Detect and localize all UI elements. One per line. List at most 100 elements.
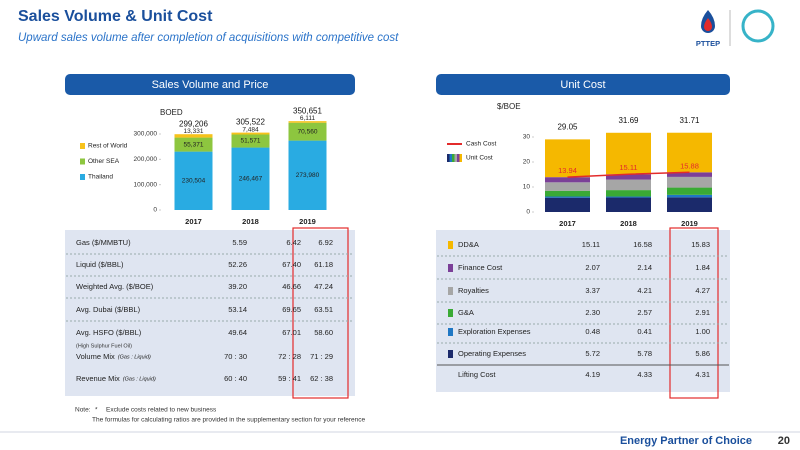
x-tick-label: 2018 [620, 219, 637, 228]
x-tick-label: 2017 [185, 217, 202, 226]
value-label: 51,571 [241, 138, 261, 145]
slide-subtitle: Upward sales volume after completion of … [18, 32, 399, 44]
logo: PTTEP [696, 9, 775, 48]
row-label: Revenue Mix [76, 374, 120, 383]
legend-label: Unit Cost [466, 155, 493, 162]
row-swatch [448, 287, 453, 295]
cell: 67.40 [282, 260, 301, 269]
legend-label: Cash Cost [466, 141, 497, 148]
bar-segment [545, 196, 590, 198]
note-marker: * [95, 407, 98, 414]
note-line: Exclude costs related to new business [106, 407, 217, 414]
value-label: 6,111 [300, 115, 316, 122]
row-swatch [448, 350, 453, 358]
cell: 4.21 [637, 286, 652, 295]
row-swatch [448, 264, 453, 272]
cell: 58.60 [314, 328, 333, 337]
y-tick-label: 10 [523, 184, 531, 191]
bar-segment [545, 139, 590, 178]
x-tick-label: 2019 [299, 217, 316, 226]
row-qualifier: (Gas : Liquid) [118, 354, 151, 360]
slide-title: Sales Volume & Unit Cost [18, 8, 213, 25]
bar-segment [606, 179, 651, 191]
cell: 0.41 [637, 327, 652, 336]
y-tick-label: 0 [526, 209, 530, 216]
cell: 60 : 40 [224, 374, 247, 383]
value-label: 55,371 [184, 141, 204, 148]
panel-title: Unit Cost [560, 79, 605, 91]
legend-swatch [447, 154, 450, 162]
cell: 61.18 [314, 260, 333, 269]
value-label: 246,467 [239, 175, 263, 182]
x-tick-label: 2018 [242, 217, 259, 226]
value-label: 230,504 [182, 178, 206, 185]
bar-segment [545, 182, 590, 191]
legend-label: Thailand [88, 174, 113, 181]
cell: 52.26 [228, 260, 247, 269]
y-tick-label: 20 [523, 159, 531, 166]
y-tick-label: 30 [523, 134, 531, 141]
y-axis-title: BOED [160, 108, 183, 117]
cell: 70 : 30 [224, 352, 247, 361]
total-label: 299,206 [179, 119, 208, 128]
table-background [65, 230, 355, 396]
bar-segment [231, 134, 270, 148]
bar-segment [174, 137, 213, 152]
row-label: Exploration Expenses [458, 327, 531, 336]
cell: 2.57 [637, 308, 652, 317]
y-tick-label: 0 [153, 207, 157, 214]
cell: 5.72 [585, 349, 600, 358]
cell: 63.51 [314, 305, 333, 314]
cell: 4.31 [695, 370, 710, 379]
cell: 69.65 [282, 305, 301, 314]
cell: 2.30 [585, 308, 600, 317]
row-swatch [448, 309, 453, 317]
cell: 67.01 [282, 328, 301, 337]
bar-segment [667, 194, 712, 198]
cell: 59 : 41 [278, 374, 301, 383]
line-label: 13.94 [558, 166, 577, 175]
cell: 15.11 [582, 240, 600, 249]
bar-segment [667, 172, 712, 177]
value-label: 273,980 [296, 172, 320, 179]
bar-segment [667, 197, 712, 212]
legend-swatch [454, 154, 457, 162]
anniversary-emblem [741, 9, 775, 43]
highlight-box [669, 227, 719, 399]
legend-swatch [457, 154, 460, 162]
cell: 71 : 29 [310, 352, 333, 361]
value-label: 70,560 [298, 128, 318, 135]
legend-swatch [80, 143, 85, 149]
row-swatch [448, 328, 453, 336]
highlight-box [292, 227, 349, 399]
cell: 6.42 [286, 238, 301, 247]
row-label: Avg. Dubai ($/BBL) [76, 305, 141, 314]
logo-flame [704, 18, 712, 31]
cell: 2.07 [585, 263, 600, 272]
cell: 1.00 [695, 327, 710, 336]
legend-swatch [80, 158, 85, 165]
bar-segment [606, 190, 651, 197]
legend-swatch [449, 154, 452, 162]
footer-tagline: Energy Partner of Choice [620, 435, 752, 447]
legend-swatch [459, 154, 462, 162]
cell: 47.24 [314, 282, 333, 291]
bar-segment [667, 176, 712, 188]
cell: 4.27 [695, 286, 710, 295]
line-label: 15.88 [680, 161, 699, 170]
bar-segment [667, 187, 712, 195]
total-label: 29.05 [557, 122, 578, 131]
table-background [436, 230, 730, 392]
cell: 2.91 [695, 308, 710, 317]
row-label: Operating Expenses [458, 349, 526, 358]
bar-segment [288, 140, 327, 210]
value-label: 7,484 [242, 126, 259, 133]
logo-text: PTTEP [696, 39, 720, 48]
bar-segment [174, 151, 213, 210]
page-number: 20 [778, 435, 790, 447]
y-tick-label: 200,000 [134, 156, 158, 163]
row-label: Lifting Cost [458, 370, 496, 379]
row-label: Avg. HSFO ($/BBL) [76, 328, 142, 337]
cell: 3.37 [585, 286, 600, 295]
bar-segment [288, 122, 327, 141]
